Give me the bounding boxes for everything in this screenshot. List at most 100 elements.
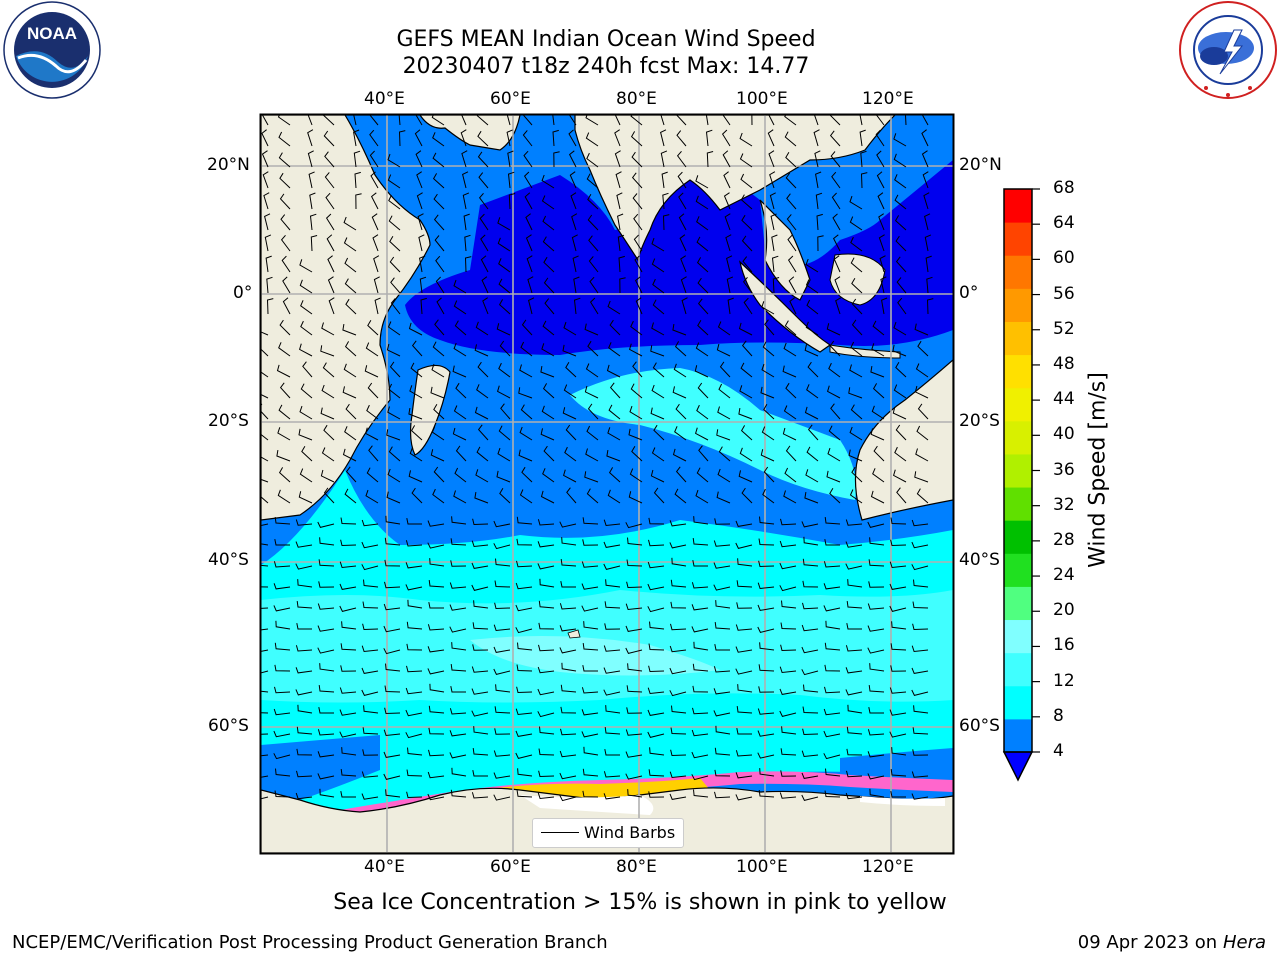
wind-barb xyxy=(561,662,577,672)
wind-barb xyxy=(265,255,272,273)
wind-barb xyxy=(758,538,775,546)
wind-barb xyxy=(367,320,379,336)
wind-barb xyxy=(559,795,577,802)
wind-barb xyxy=(607,427,621,441)
wind-barb xyxy=(298,428,313,441)
wind-barb xyxy=(675,466,687,483)
wind-barb xyxy=(540,366,555,378)
wind-barb xyxy=(871,405,885,420)
wind-barb xyxy=(263,192,270,210)
wind-barb xyxy=(826,323,841,336)
wind-barb xyxy=(695,195,709,210)
wind-barb xyxy=(354,171,361,189)
wind-barb xyxy=(735,624,753,631)
colorbar-swatch xyxy=(1004,718,1032,753)
wind-barb xyxy=(890,769,907,777)
wind-barb xyxy=(784,320,797,336)
wind-barb xyxy=(695,175,709,189)
wind-barb xyxy=(476,384,489,399)
wind-barb xyxy=(913,705,929,714)
land-australia xyxy=(854,359,953,521)
wind-barb xyxy=(875,115,885,126)
wind-barb xyxy=(706,151,714,168)
colorbar-tick-label: 32 xyxy=(1053,494,1075,515)
wind-barb xyxy=(519,364,533,378)
wind-barb xyxy=(783,342,797,357)
colorbar-tick-label: 56 xyxy=(1053,283,1075,304)
wind-barb xyxy=(780,748,797,756)
wind-barb xyxy=(433,404,445,420)
wind-barb xyxy=(453,405,467,420)
wind-barb xyxy=(647,731,665,738)
wind-barb xyxy=(406,518,422,525)
wind-barb xyxy=(385,789,401,798)
wind-barb xyxy=(370,171,379,189)
wind-barb xyxy=(570,192,577,210)
wind-barb xyxy=(827,385,841,399)
wind-barb xyxy=(693,641,709,651)
wind-barb xyxy=(297,579,313,588)
wind-barb xyxy=(365,342,379,357)
wind-barb xyxy=(669,690,687,697)
wind-barb xyxy=(343,216,357,231)
wind-barb xyxy=(273,583,291,590)
wind-barb xyxy=(406,621,423,630)
wind-barb xyxy=(406,643,423,651)
wind-barb xyxy=(384,581,401,589)
wind-barb xyxy=(736,728,752,735)
wind-barb xyxy=(629,468,643,483)
wind-barb xyxy=(493,520,511,528)
land-kerguelen xyxy=(567,629,581,639)
wind-barb xyxy=(678,213,687,231)
wind-barb xyxy=(538,748,555,756)
wind-barb xyxy=(889,605,907,612)
wind-barb xyxy=(926,298,934,315)
wind-barb xyxy=(295,667,313,674)
footer-organization: NCEP/EMC/Verification Post Processing Pr… xyxy=(12,932,608,953)
wind-barb xyxy=(480,234,489,252)
wind-barb xyxy=(647,606,665,613)
wind-barb xyxy=(805,258,819,273)
wind-barb xyxy=(651,237,665,252)
wind-barb xyxy=(627,663,643,672)
wind-barb xyxy=(694,365,709,378)
wind-barb xyxy=(845,792,863,800)
wind-barb xyxy=(300,320,313,336)
wind-barb xyxy=(616,192,623,210)
wind-barb xyxy=(847,704,863,714)
wind-barb xyxy=(804,406,819,420)
wind-barb xyxy=(387,406,401,420)
wind-barb xyxy=(892,344,907,357)
wind-barb xyxy=(661,171,668,189)
wind-barb xyxy=(582,643,599,651)
wind-barb xyxy=(815,192,823,210)
wind-barb xyxy=(539,726,555,735)
wind-barb xyxy=(472,622,489,630)
wind-barb xyxy=(339,687,357,694)
wind-barb xyxy=(824,790,841,798)
wind-barb xyxy=(429,683,445,693)
wind-barb xyxy=(625,751,643,758)
wind-barb xyxy=(542,383,555,399)
wind-barb xyxy=(867,729,885,736)
wind-barb xyxy=(735,520,753,527)
wind-barb xyxy=(581,709,599,716)
wind-barb xyxy=(647,583,665,591)
wind-barb xyxy=(925,255,932,273)
wind-barb xyxy=(833,255,841,273)
wind-barb xyxy=(278,467,291,483)
wind-barb xyxy=(310,235,318,252)
wind-barb xyxy=(912,727,929,735)
wind-barb xyxy=(609,319,621,336)
wind-barb xyxy=(695,342,709,357)
wind-barb xyxy=(462,171,469,189)
wind-barb xyxy=(869,663,885,672)
wind-barb xyxy=(276,364,291,378)
wind-barb xyxy=(520,341,533,357)
wind-barb xyxy=(751,115,753,126)
ice-shelf-east xyxy=(860,796,945,806)
wind-barb xyxy=(735,542,753,549)
wind-barb xyxy=(801,669,819,676)
wind-barb xyxy=(608,404,621,420)
wind-barb xyxy=(813,129,820,147)
